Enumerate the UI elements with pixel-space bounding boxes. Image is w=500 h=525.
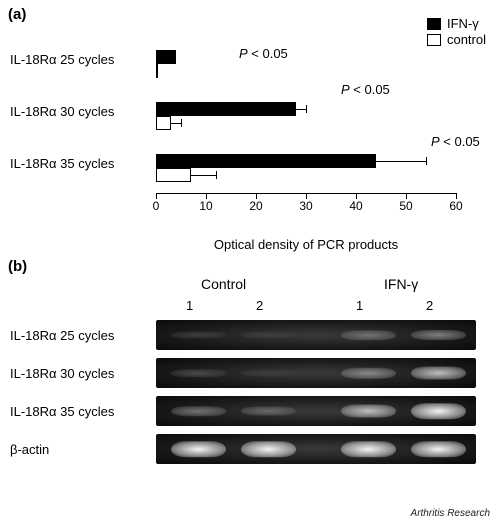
x-tick-label: 10 [199, 199, 212, 213]
bar-control [156, 168, 191, 182]
gel-band [341, 441, 396, 457]
bar-chart: 0102030405060 Optical density of PCR pro… [156, 24, 456, 214]
p-value: P < 0.05 [239, 46, 288, 61]
error-cap [426, 157, 427, 165]
gel-strip [156, 320, 476, 350]
error-bar [376, 161, 426, 162]
panel-a-label: (a) [8, 6, 26, 23]
gel-strip [156, 358, 476, 388]
gel-band [341, 368, 396, 379]
x-tick-label: 50 [399, 199, 412, 213]
gel-strip [156, 434, 476, 464]
x-tick-label: 20 [249, 199, 262, 213]
gel-row-label: IL-18Rα 35 cycles [10, 404, 114, 419]
p-value: P < 0.05 [341, 82, 390, 97]
error-cap [216, 171, 217, 179]
p-value: P < 0.05 [431, 134, 480, 149]
gel-band [241, 407, 296, 416]
lane-num-c2: 2 [256, 298, 263, 313]
bar-control [156, 116, 171, 130]
panel-b: (b) Control IFN-γ 1 2 1 2 IL-18Rα 25 cyc… [6, 258, 494, 518]
x-tick-label: 0 [153, 199, 160, 213]
gel-band [411, 330, 466, 340]
lane-num-i1: 1 [356, 298, 363, 313]
gel-band [171, 369, 226, 377]
error-bar [191, 175, 216, 176]
row-label-30: IL-18Rα 30 cycles [10, 104, 150, 119]
gel-strip [156, 396, 476, 426]
gel-band [411, 367, 466, 380]
panel-a: (a) IL-18Rα 25 cycles IL-18Rα 30 cycles … [6, 4, 494, 254]
bar-ifn [156, 50, 176, 64]
lane-num-c1: 1 [186, 298, 193, 313]
bar-ifn [156, 102, 296, 116]
panel-b-label: (b) [8, 258, 27, 275]
error-bar [171, 123, 181, 124]
bar-ifn [156, 154, 376, 168]
bar-control [156, 64, 158, 78]
x-tick-label: 30 [299, 199, 312, 213]
gel-band [241, 332, 296, 339]
gel-band [241, 370, 296, 377]
error-cap [306, 105, 307, 113]
gel-band [171, 441, 226, 457]
gel-row-label: IL-18Rα 25 cycles [10, 328, 114, 343]
x-axis-label: Optical density of PCR products [214, 237, 398, 252]
footer-credit: Arthritis Research [411, 508, 490, 519]
gel-band [341, 405, 396, 418]
row-label-35: IL-18Rα 35 cycles [10, 156, 150, 171]
gel-row-label: IL-18Rα 30 cycles [10, 366, 114, 381]
gel-band [171, 406, 226, 416]
gel-band [411, 403, 466, 419]
plot-area: 0102030405060 [156, 24, 456, 194]
gel-band [341, 330, 396, 340]
x-tick-label: 40 [349, 199, 362, 213]
row-label-25: IL-18Rα 25 cycles [10, 52, 150, 67]
gel-band [411, 441, 466, 457]
col-header-control: Control [201, 276, 246, 292]
x-tick-label: 60 [449, 199, 462, 213]
col-header-ifn: IFN-γ [384, 276, 418, 292]
error-cap [181, 119, 182, 127]
gel-row-label: β-actin [10, 442, 49, 457]
gel-band [241, 441, 296, 457]
lane-num-i2: 2 [426, 298, 433, 313]
gel-band [171, 332, 226, 339]
error-bar [296, 109, 306, 110]
